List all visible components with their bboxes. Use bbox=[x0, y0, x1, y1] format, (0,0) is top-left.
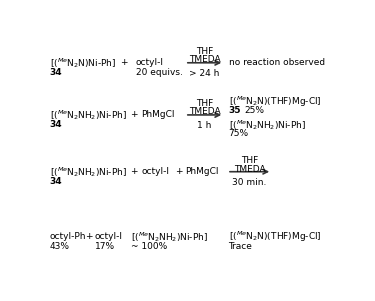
Text: TMEDA: TMEDA bbox=[189, 55, 220, 64]
Text: 75%: 75% bbox=[228, 129, 249, 138]
Text: THF: THF bbox=[196, 99, 213, 108]
Text: [($^{Me}$N$_2$NH$_2$)Ni-Ph]: [($^{Me}$N$_2$NH$_2$)Ni-Ph] bbox=[228, 118, 306, 132]
Text: +: + bbox=[176, 167, 183, 176]
Text: PhMgCl: PhMgCl bbox=[185, 167, 218, 176]
Text: octyl-I: octyl-I bbox=[95, 232, 123, 241]
Text: 35: 35 bbox=[228, 106, 241, 115]
Text: 17%: 17% bbox=[95, 242, 115, 251]
Text: octyl-I: octyl-I bbox=[135, 58, 164, 67]
Text: Trace: Trace bbox=[228, 242, 252, 251]
Text: +: + bbox=[85, 232, 93, 241]
Text: [($^{Me}$N$_2$NH$_2$)Ni-Ph]: [($^{Me}$N$_2$NH$_2$)Ni-Ph] bbox=[50, 165, 127, 179]
Text: 34: 34 bbox=[50, 120, 62, 129]
Text: [($^{Me}$N$_2$NH$_2$)Ni-Ph]: [($^{Me}$N$_2$NH$_2$)Ni-Ph] bbox=[131, 230, 208, 244]
Text: ~ 100%: ~ 100% bbox=[131, 242, 167, 251]
Text: 25%: 25% bbox=[244, 106, 264, 115]
Text: TMEDA: TMEDA bbox=[234, 165, 265, 174]
Text: 1 h: 1 h bbox=[197, 121, 211, 130]
Text: 34: 34 bbox=[50, 177, 62, 186]
Text: THF: THF bbox=[196, 47, 213, 56]
Text: octyl-Ph: octyl-Ph bbox=[50, 232, 86, 241]
Text: [($^{Me}$N$_2$NH$_2$)Ni-Ph]: [($^{Me}$N$_2$NH$_2$)Ni-Ph] bbox=[50, 108, 127, 122]
Text: [($^{Me}$N$_2$N)(THF)Mg-Cl]: [($^{Me}$N$_2$N)(THF)Mg-Cl] bbox=[228, 94, 321, 109]
Text: no reaction observed: no reaction observed bbox=[228, 58, 325, 67]
Text: octyl-I: octyl-I bbox=[141, 167, 170, 176]
Text: PhMgCl: PhMgCl bbox=[141, 110, 175, 119]
Text: 34: 34 bbox=[50, 67, 62, 76]
Text: THF: THF bbox=[241, 156, 258, 165]
Text: TMEDA: TMEDA bbox=[189, 107, 220, 116]
Text: [($^{Me}$N$_2$N)Ni-Ph]: [($^{Me}$N$_2$N)Ni-Ph] bbox=[50, 56, 116, 70]
Text: > 24 h: > 24 h bbox=[189, 69, 220, 78]
Text: +: + bbox=[130, 110, 138, 119]
Text: [($^{Me}$N$_2$N)(THF)Mg-Cl]: [($^{Me}$N$_2$N)(THF)Mg-Cl] bbox=[228, 229, 321, 244]
Text: +: + bbox=[120, 58, 128, 67]
Text: 20 equivs.: 20 equivs. bbox=[135, 67, 182, 76]
Text: 30 min.: 30 min. bbox=[232, 178, 267, 187]
Text: 43%: 43% bbox=[50, 242, 70, 251]
Text: +: + bbox=[130, 167, 138, 176]
